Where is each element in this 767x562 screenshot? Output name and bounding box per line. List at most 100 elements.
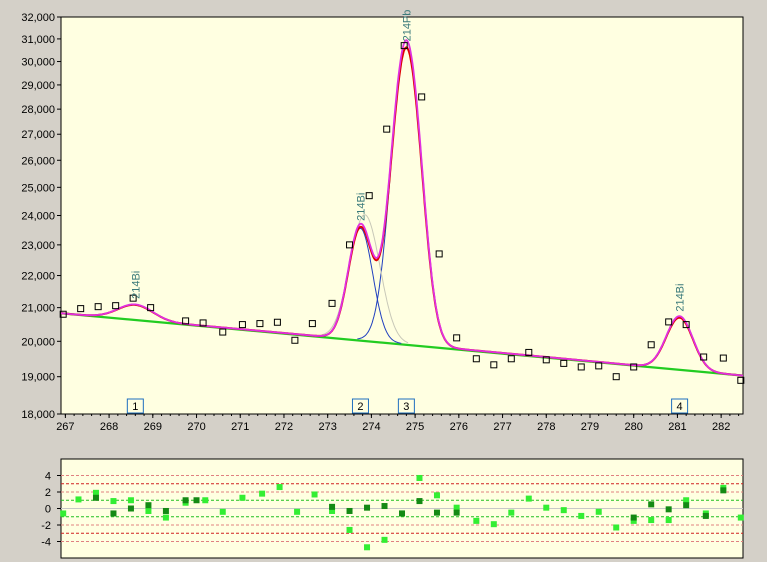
count-point	[472, 355, 480, 363]
residual-point	[683, 502, 690, 509]
residual-point	[127, 505, 134, 512]
count-point	[577, 363, 585, 371]
count-point	[435, 250, 443, 258]
count-point	[112, 302, 120, 310]
y-tick-label: 24,000	[21, 211, 55, 223]
x-tick-label: 275	[406, 421, 424, 433]
x-tick-label: 277	[493, 421, 511, 433]
residual-y-tick-label: -2	[41, 520, 51, 532]
peak-2-alt-curve	[321, 214, 409, 344]
residual-point	[364, 504, 371, 511]
residual-point	[259, 490, 266, 497]
peak-label-1: 214Bi	[130, 271, 142, 299]
count-point	[308, 320, 316, 328]
y-tick-label: 19,000	[21, 372, 55, 384]
residual-point	[219, 508, 226, 515]
residual-point	[613, 524, 620, 531]
residual-point	[381, 536, 388, 543]
peak-marker-1-label: 1	[132, 401, 138, 413]
y-tick-label: 22,000	[21, 271, 55, 283]
count-point	[94, 303, 102, 311]
y-tick-label: 30,000	[21, 57, 55, 69]
count-point	[328, 299, 336, 307]
residual-point	[60, 510, 67, 517]
residual-point	[630, 517, 637, 524]
count-point	[147, 304, 155, 312]
x-tick-label: 271	[231, 421, 249, 433]
count-point	[700, 353, 708, 361]
residual-point	[433, 492, 440, 499]
plot-background	[60, 16, 744, 415]
count-point	[273, 318, 281, 326]
x-tick-label: 267	[56, 421, 74, 433]
count-point	[507, 355, 515, 363]
count-point	[383, 125, 391, 133]
residual-point	[145, 507, 152, 514]
residual-point	[453, 504, 460, 511]
count-point	[719, 354, 727, 362]
peak-label-4: 214Bi	[675, 284, 687, 312]
x-tick-label: 280	[625, 421, 643, 433]
spectrum-chart: 214Bi 214Bi 214Pb 214Bi 1 2 3 4 18,000 19,000 20…	[21, 10, 745, 433]
count-point	[346, 241, 354, 249]
peak-marker-3-box	[397, 398, 415, 414]
fit-curve	[60, 39, 744, 377]
residual-point	[737, 514, 744, 521]
residual-point	[490, 521, 497, 528]
count-point	[291, 336, 299, 344]
residual-point	[381, 503, 388, 510]
peak-marker-4-label: 4	[677, 401, 683, 413]
residual-point	[346, 526, 353, 533]
y-tick-label: 32,000	[21, 12, 55, 24]
x-tick-label: 281	[668, 421, 686, 433]
peak-marker-2-box	[351, 398, 369, 414]
residual-point	[75, 496, 82, 503]
y-tick-label: 20,000	[21, 336, 55, 348]
count-point	[647, 341, 655, 349]
residuals-chart: -4 -2 0 2 4	[41, 458, 744, 559]
peak-marker-4-box	[671, 398, 689, 414]
residual-point	[329, 503, 336, 510]
count-point	[612, 373, 620, 381]
residual-point	[665, 517, 672, 524]
residual-point	[453, 509, 460, 516]
residual-point	[683, 497, 690, 504]
x-tick-label: 279	[581, 421, 599, 433]
residual-point	[202, 497, 209, 504]
count-point	[256, 320, 264, 328]
residual-point	[433, 509, 440, 516]
count-point	[182, 317, 190, 325]
y-tick-label: 26,000	[21, 155, 55, 167]
count-point	[453, 334, 461, 342]
residual-point	[416, 474, 423, 481]
x-tick-label: 274	[362, 421, 380, 433]
residual-point	[702, 512, 709, 519]
count-point	[219, 328, 227, 336]
residual-point	[162, 507, 169, 514]
residual-point	[110, 498, 117, 505]
y-tick-label: 25,000	[21, 182, 55, 194]
residual-point	[329, 507, 336, 514]
x-tick-label: 276	[450, 421, 468, 433]
count-point	[418, 93, 426, 101]
count-point	[737, 376, 745, 384]
residual-point	[473, 517, 480, 524]
residual-point	[127, 497, 134, 504]
peak-label-3: 214Pb	[401, 10, 413, 42]
residual-point	[648, 517, 655, 524]
residual-point	[276, 484, 283, 491]
peak-marker-1-box	[126, 398, 144, 414]
x-tick-label: 268	[100, 421, 118, 433]
residual-point	[92, 489, 99, 496]
residual-point	[193, 497, 200, 504]
peak-label-2: 214Bi	[355, 193, 367, 221]
x-tick-label: 270	[187, 421, 205, 433]
count-point	[365, 192, 373, 200]
residual-point	[110, 510, 117, 517]
residual-point	[525, 495, 532, 502]
residual-point	[182, 497, 189, 504]
count-point	[77, 305, 85, 313]
residual-point	[294, 508, 301, 515]
peak-marker-3-label: 3	[403, 401, 409, 413]
residual-point	[720, 487, 727, 494]
